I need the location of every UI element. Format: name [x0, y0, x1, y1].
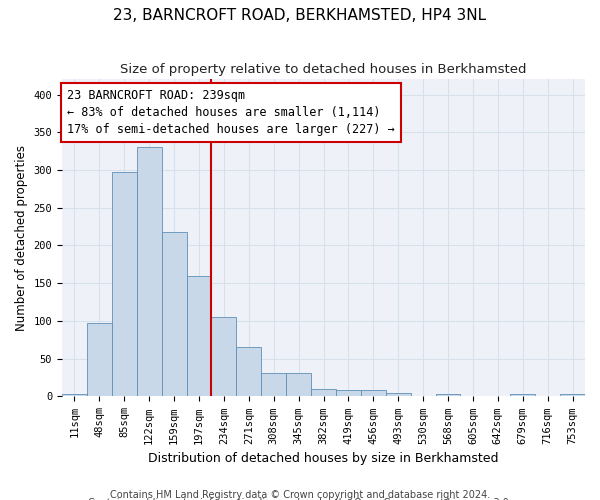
Bar — [436, 394, 460, 396]
Text: 23 BARNCROFT ROAD: 239sqm
← 83% of detached houses are smaller (1,114)
17% of se: 23 BARNCROFT ROAD: 239sqm ← 83% of detac… — [67, 89, 395, 136]
Y-axis label: Number of detached properties: Number of detached properties — [15, 145, 28, 331]
Text: Contains HM Land Registry data © Crown copyright and database right 2024.: Contains HM Land Registry data © Crown c… — [110, 490, 490, 500]
Bar — [187, 276, 211, 396]
Bar — [311, 389, 336, 396]
Bar — [211, 317, 236, 396]
Bar — [560, 394, 585, 396]
Bar — [87, 323, 112, 396]
Text: Contains public sector information licensed under the Open Government Licence v3: Contains public sector information licen… — [88, 498, 512, 500]
Text: 23, BARNCROFT ROAD, BERKHAMSTED, HP4 3NL: 23, BARNCROFT ROAD, BERKHAMSTED, HP4 3NL — [113, 8, 487, 22]
Bar — [261, 373, 286, 396]
Title: Size of property relative to detached houses in Berkhamsted: Size of property relative to detached ho… — [120, 62, 527, 76]
Bar — [361, 390, 386, 396]
Bar — [286, 373, 311, 396]
Bar — [336, 390, 361, 396]
Bar — [112, 172, 137, 396]
Bar — [137, 148, 161, 396]
Bar — [161, 232, 187, 396]
Bar — [386, 392, 410, 396]
X-axis label: Distribution of detached houses by size in Berkhamsted: Distribution of detached houses by size … — [148, 452, 499, 465]
Bar — [236, 346, 261, 397]
Bar — [62, 394, 87, 396]
Bar — [510, 394, 535, 396]
